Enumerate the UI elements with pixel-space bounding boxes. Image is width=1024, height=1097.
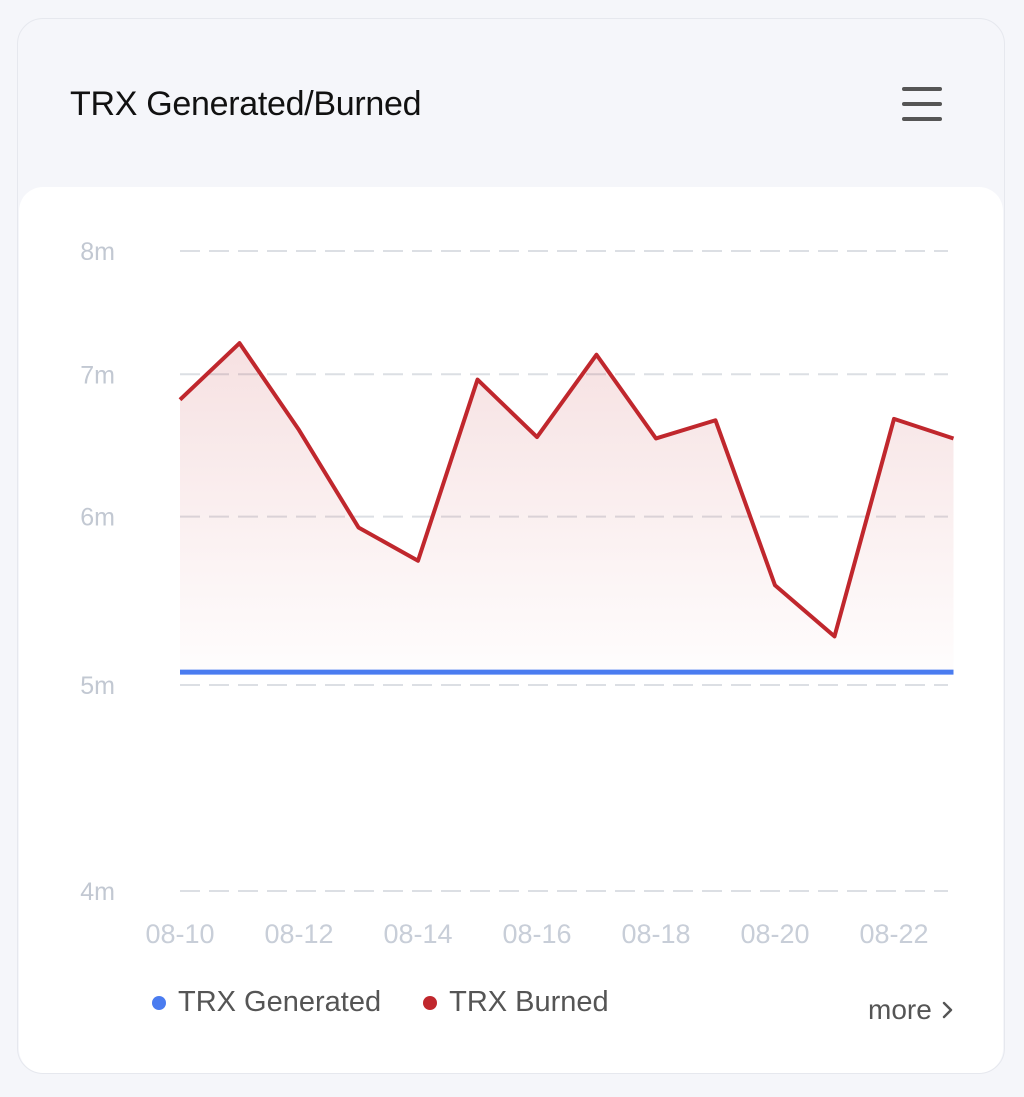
legend-label: TRX Generated [178, 986, 382, 1018]
trx-burned-line[interactable] [178, 341, 955, 639]
hamburger-menu-icon[interactable] [900, 85, 946, 125]
svg-text:08-12: 08-12 [264, 919, 333, 949]
svg-text:08-16: 08-16 [502, 919, 571, 949]
legend-dot-icon [423, 995, 438, 1010]
more-link[interactable]: more [868, 994, 954, 1026]
svg-text:08-14: 08-14 [383, 919, 452, 949]
legend-item-trx-burned[interactable]: TRX Burned [423, 986, 609, 1019]
svg-text:08-22: 08-22 [859, 919, 928, 949]
svg-text:08-18: 08-18 [621, 919, 690, 949]
svg-text:7m: 7m [80, 361, 115, 389]
svg-text:4m: 4m [80, 878, 115, 906]
card-title: TRX Generated/Burned [70, 85, 422, 123]
chart-legend: TRX Generated TRX Burned [152, 986, 609, 1019]
svg-text:08-20: 08-20 [740, 919, 809, 949]
legend-dot-icon [152, 995, 166, 1010]
more-label: more [868, 994, 932, 1025]
x-axis-labels: 08-10 08-12 08-14 08-16 08-18 08-20 08-22 [145, 919, 928, 949]
legend-label: TRX Burned [449, 986, 609, 1018]
legend-item-trx-generated[interactable]: TRX Generated [152, 986, 381, 1019]
chevron-right-icon [942, 1001, 952, 1019]
svg-text:08-10: 08-10 [145, 919, 214, 949]
svg-text:6m: 6m [80, 504, 115, 532]
svg-text:8m: 8m [80, 238, 115, 266]
svg-text:5m: 5m [80, 672, 115, 700]
y-axis-labels: 8m 7m 6m 5m 4m [80, 238, 115, 906]
card-header: TRX Generated/Burned [18, 19, 1004, 187]
trx-burned-area [180, 343, 954, 673]
